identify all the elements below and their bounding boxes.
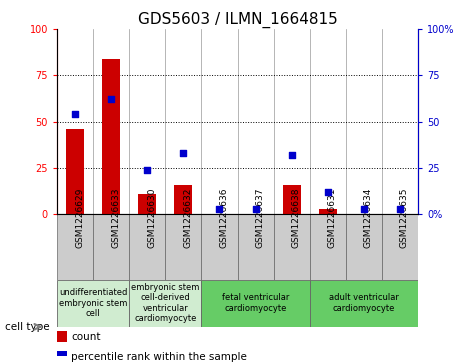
Text: GSM1226631: GSM1226631 [328, 187, 337, 248]
Point [288, 152, 295, 158]
Bar [238, 214, 274, 280]
Text: count: count [71, 332, 101, 342]
Bar [319, 209, 337, 214]
Point [324, 189, 332, 195]
Bar [93, 214, 129, 280]
Bar [102, 59, 120, 214]
Title: GDS5603 / ILMN_1664815: GDS5603 / ILMN_1664815 [138, 12, 337, 28]
Bar [129, 280, 201, 327]
Point [180, 150, 187, 156]
Text: GSM1226638: GSM1226638 [292, 187, 301, 248]
Bar [310, 214, 346, 280]
Bar [201, 280, 310, 327]
Bar [165, 214, 201, 280]
Text: GSM1226635: GSM1226635 [400, 187, 409, 248]
Point [396, 206, 404, 212]
Point [71, 111, 79, 117]
Text: cell type: cell type [5, 322, 49, 332]
Text: GSM1226630: GSM1226630 [147, 187, 156, 248]
Bar [138, 194, 156, 214]
Point [107, 97, 115, 102]
Bar [201, 214, 238, 280]
Text: GSM1226629: GSM1226629 [75, 187, 84, 248]
Point [252, 206, 259, 212]
Text: GSM1226636: GSM1226636 [219, 187, 228, 248]
Text: percentile rank within the sample: percentile rank within the sample [71, 351, 247, 362]
Text: fetal ventricular
cardiomyocyte: fetal ventricular cardiomyocyte [222, 293, 289, 313]
Bar [66, 129, 84, 214]
Point [216, 206, 223, 212]
Bar [274, 214, 310, 280]
Bar [57, 351, 67, 362]
Text: GSM1226634: GSM1226634 [364, 187, 373, 248]
Bar [129, 214, 165, 280]
Bar [346, 214, 382, 280]
Bar [174, 184, 192, 214]
Bar [310, 280, 418, 327]
Text: GSM1226633: GSM1226633 [111, 187, 120, 248]
Bar [382, 214, 418, 280]
Text: GSM1226632: GSM1226632 [183, 187, 192, 248]
Bar [57, 214, 93, 280]
Point [360, 206, 368, 212]
Text: GSM1226637: GSM1226637 [256, 187, 265, 248]
Text: undifferentiated
embryonic stem
cell: undifferentiated embryonic stem cell [59, 288, 127, 318]
Bar [57, 280, 129, 327]
Text: adult ventricular
cardiomyocyte: adult ventricular cardiomyocyte [329, 293, 399, 313]
Bar [283, 184, 301, 214]
Point [143, 167, 151, 173]
Text: embryonic stem
cell-derived
ventricular
cardiomyocyte: embryonic stem cell-derived ventricular … [131, 283, 200, 323]
Bar [57, 331, 67, 342]
